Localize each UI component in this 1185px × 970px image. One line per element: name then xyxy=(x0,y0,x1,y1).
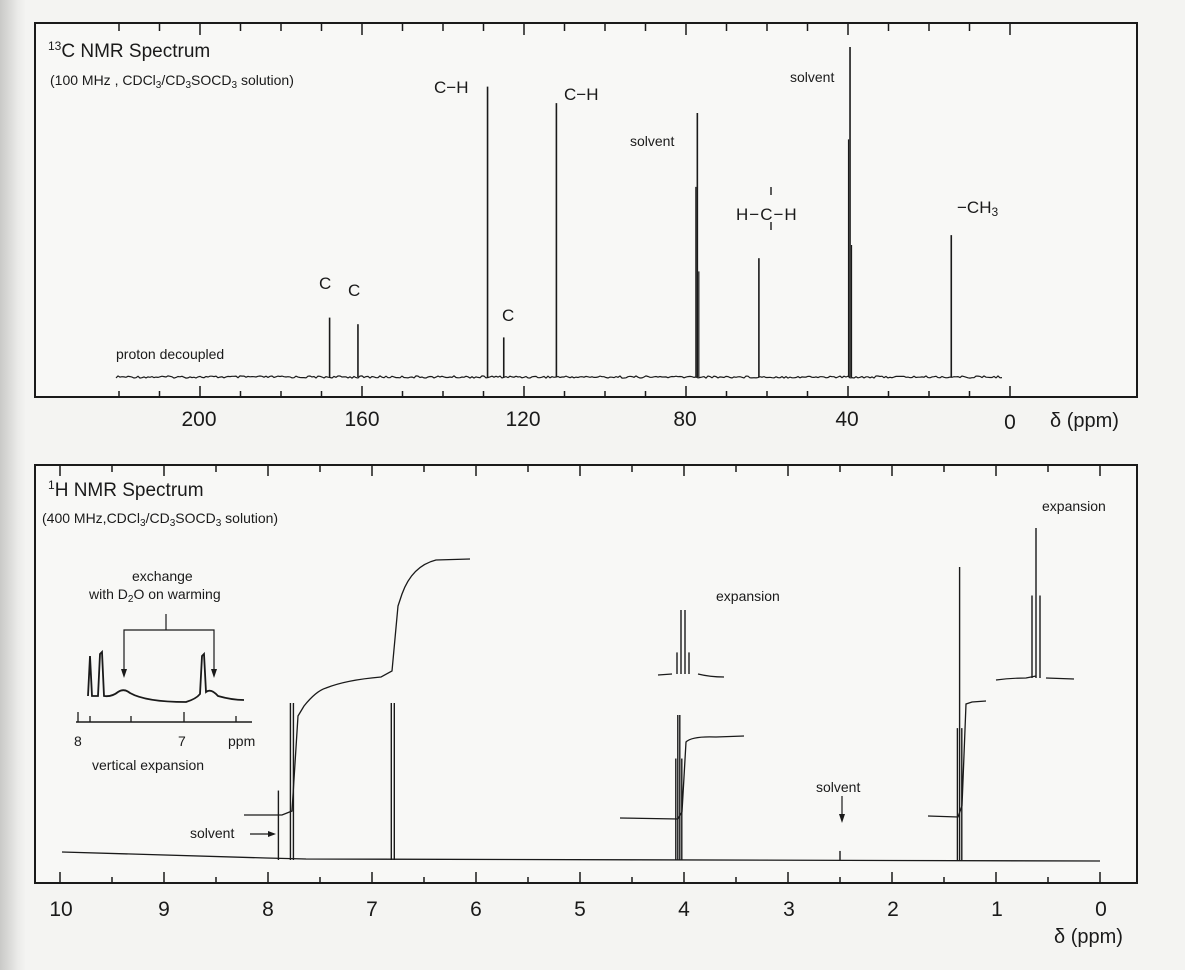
c13-x-tick-200: 200 xyxy=(181,408,217,431)
c13-peak-label-ch3: −CH3 xyxy=(957,198,999,219)
c13-peak-label-ch2-group: H−C−H xyxy=(736,205,798,224)
h1-x-tick-2: 2 xyxy=(887,898,899,921)
c13-solvent-label-1: solvent xyxy=(630,133,675,149)
c13-x-tick-40: 40 xyxy=(835,408,859,431)
exchange-note-line1: exchange xyxy=(132,568,193,584)
c13-peak-label-ch2: C−H xyxy=(564,85,599,104)
h1-expansion-label-quartet: expansion xyxy=(716,588,780,604)
h1-x-tick-9: 9 xyxy=(158,898,170,921)
inset-caption: vertical expansion xyxy=(92,757,205,773)
c13-peak-label-c3: C xyxy=(502,306,515,325)
h1-solvent-label-right: solvent xyxy=(816,779,861,795)
h1-x-tick-7: 7 xyxy=(366,898,378,921)
c13-baseline-trace xyxy=(115,375,1003,379)
exchange-arrowhead-right xyxy=(211,669,217,678)
h1-expansion-t-base-left xyxy=(995,675,1037,681)
h1-x-tick-6: 6 xyxy=(470,898,482,921)
h1-x-tick-5: 5 xyxy=(574,898,586,921)
inset-tick-8: 8 xyxy=(74,733,82,749)
exchange-arrowhead-left xyxy=(121,669,127,678)
h1-solvent-arrowhead-left xyxy=(268,831,276,837)
h1-x-tick-3: 3 xyxy=(783,898,795,921)
c13-x-axis-title: δ (ppm) xyxy=(1050,410,1119,432)
h1-x-tick-1: 1 xyxy=(991,898,1003,921)
c13-title: 13C NMR Spectrum xyxy=(48,39,211,62)
exchange-bracket xyxy=(123,629,215,675)
c13-x-tick-160: 160 xyxy=(344,408,380,431)
h1-x-tick-4: 4 xyxy=(678,898,690,921)
inset-tick-7: 7 xyxy=(178,733,186,749)
c13-subtitle: (100 MHz , CDCl3/CD3SOCD3 solution) xyxy=(50,72,294,91)
h1-title: 1H NMR Spectrum xyxy=(48,478,204,501)
h1-plot-area xyxy=(59,466,1101,884)
h1-x-tick-8: 8 xyxy=(262,898,274,921)
c13-x-tick-0: 0 xyxy=(1004,411,1016,434)
h1-integral-quartet xyxy=(619,735,745,820)
c13-peak-label-c2: C xyxy=(348,281,361,300)
h1-integral-aromatic xyxy=(244,558,471,816)
h1-x-tick-10: 10 xyxy=(49,898,73,921)
h1-subtitle: (400 MHz,CDCl3/CD3SOCD3 solution) xyxy=(42,510,279,529)
c13-x-tick-80: 80 xyxy=(673,408,697,431)
h1-expansion-q-base-left xyxy=(657,673,673,676)
h1-spectrum-panel: 1H NMR Spectrum (400 MHz,CDCl3/CD3SOCD3 … xyxy=(34,464,1138,884)
h1-x-tick-0: 0 xyxy=(1095,898,1107,921)
h1-expansion-label-triplet: expansion xyxy=(1042,498,1106,514)
h1-solvent-label-left: solvent xyxy=(190,825,235,841)
inset-trace xyxy=(87,649,245,703)
h1-baseline-trace xyxy=(61,851,1101,862)
h1-expansion-t-base-right xyxy=(1045,677,1075,680)
page-edge-shadow xyxy=(0,0,26,970)
h1-expansion-q-base-right xyxy=(697,673,725,678)
h1-solvent-arrowhead-right xyxy=(839,814,845,823)
c13-spectrum-panel: 13C NMR Spectrum (100 MHz , CDCl3/CD3SOC… xyxy=(34,22,1138,398)
c13-x-tick-120: 120 xyxy=(505,408,541,431)
c13-solvent-label-2: solvent xyxy=(790,69,835,85)
c13-peak-label-c1: C xyxy=(319,274,332,293)
exchange-note-line2: with D2O on warming xyxy=(89,586,221,605)
h1-x-axis-title: δ (ppm) xyxy=(1054,926,1123,948)
c13-peak-label-ch1: C−H xyxy=(434,78,469,97)
c13-proton-decoupled-label: proton decoupled xyxy=(116,346,225,362)
h1-integral-triplet xyxy=(927,700,987,818)
inset-unit-ppm: ppm xyxy=(228,733,256,749)
